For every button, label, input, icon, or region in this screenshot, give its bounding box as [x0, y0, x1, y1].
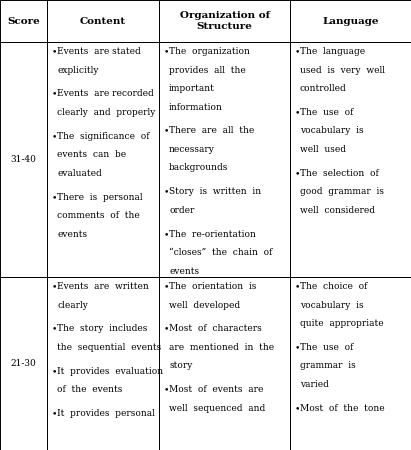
Text: well  sequenced  and: well sequenced and	[169, 404, 265, 413]
Text: •: •	[295, 282, 300, 291]
Text: •: •	[51, 324, 57, 333]
Text: The  use  of: The use of	[300, 108, 353, 117]
Text: quite  appropriate: quite appropriate	[300, 319, 383, 328]
Text: vocabulary  is: vocabulary is	[300, 126, 364, 135]
Text: explicitly: explicitly	[57, 66, 99, 75]
Bar	[290, 277, 411, 450]
Text: •: •	[295, 404, 300, 413]
Text: The  story  includes: The story includes	[57, 324, 148, 333]
Text: are  mentioned  in  the: are mentioned in the	[169, 343, 274, 352]
Text: Events  are recorded: Events are recorded	[57, 90, 154, 99]
Text: •: •	[164, 187, 169, 196]
Bar	[290, 42, 411, 277]
Text: •: •	[164, 230, 169, 239]
Text: •: •	[51, 410, 57, 418]
Text: The  organization: The organization	[169, 47, 250, 56]
Text: •: •	[164, 282, 169, 291]
Text: necessary: necessary	[169, 145, 215, 154]
Text: The  orientation  is: The orientation is	[169, 282, 256, 291]
Text: well  used: well used	[300, 145, 346, 154]
Text: Most  of  the  tone: Most of the tone	[300, 404, 385, 413]
Text: •: •	[51, 90, 57, 99]
Text: order: order	[169, 206, 194, 215]
Bar	[0, 277, 47, 450]
Text: •: •	[51, 132, 57, 141]
Text: •: •	[164, 47, 169, 56]
Text: Organization of
Structure: Organization of Structure	[180, 11, 270, 31]
Text: of  the  events: of the events	[57, 385, 122, 394]
Text: provides  all  the: provides all the	[169, 66, 246, 75]
Text: varied: varied	[300, 380, 329, 389]
Text: comments  of  the: comments of the	[57, 212, 140, 220]
Text: The  use  of: The use of	[300, 343, 353, 352]
Text: information: information	[169, 103, 223, 112]
Text: evaluated: evaluated	[57, 169, 102, 178]
Bar	[47, 42, 159, 277]
Text: •: •	[295, 169, 300, 178]
Bar	[0, 42, 47, 277]
Text: The  language: The language	[300, 47, 365, 56]
Text: Most  of  characters: Most of characters	[169, 324, 262, 333]
Text: •: •	[51, 367, 57, 376]
Text: •: •	[51, 47, 57, 56]
Bar	[290, 0, 411, 42]
Text: important: important	[169, 84, 215, 93]
Text: clearly: clearly	[57, 301, 88, 310]
Text: The  re-orientation: The re-orientation	[169, 230, 256, 239]
Text: •: •	[295, 108, 300, 117]
Text: backgrounds: backgrounds	[169, 163, 229, 172]
Text: •: •	[164, 324, 169, 333]
Text: It  provides  personal: It provides personal	[57, 410, 155, 418]
Text: well  considered: well considered	[300, 206, 375, 215]
Text: The  choice  of: The choice of	[300, 282, 367, 291]
Text: •: •	[164, 126, 169, 135]
Text: Story  is  written  in: Story is written in	[169, 187, 261, 196]
Text: story: story	[169, 361, 192, 370]
Bar	[159, 0, 290, 42]
Text: events: events	[169, 267, 199, 276]
Text: •: •	[51, 193, 57, 202]
Bar	[159, 277, 290, 450]
Text: •: •	[51, 282, 57, 291]
Text: events  can  be: events can be	[57, 150, 126, 159]
Bar	[47, 0, 159, 42]
Text: Most  of  events  are: Most of events are	[169, 385, 263, 394]
Text: clearly  and  properly: clearly and properly	[57, 108, 155, 117]
Text: good  grammar  is: good grammar is	[300, 187, 384, 196]
Text: •: •	[164, 385, 169, 394]
Bar	[0, 0, 47, 42]
Text: •: •	[295, 47, 300, 56]
Bar	[47, 277, 159, 450]
Text: 31-40: 31-40	[11, 155, 37, 164]
Text: the  sequential  events: the sequential events	[57, 343, 161, 352]
Text: 21-30: 21-30	[11, 359, 37, 368]
Text: Events  are stated: Events are stated	[57, 47, 141, 56]
Text: Score: Score	[7, 17, 40, 26]
Text: Events  are  written: Events are written	[57, 282, 149, 291]
Text: It  provides  evaluation: It provides evaluation	[57, 367, 163, 376]
Text: There  is  personal: There is personal	[57, 193, 143, 202]
Text: The  selection  of: The selection of	[300, 169, 379, 178]
Text: well  developed: well developed	[169, 301, 240, 310]
Text: There  are  all  the: There are all the	[169, 126, 254, 135]
Text: grammar  is: grammar is	[300, 361, 356, 370]
Text: Content: Content	[80, 17, 126, 26]
Text: The  significance  of: The significance of	[57, 132, 150, 141]
Text: vocabulary  is: vocabulary is	[300, 301, 364, 310]
Text: events: events	[57, 230, 87, 239]
Bar	[159, 42, 290, 277]
Text: “closes”  the  chain  of: “closes” the chain of	[169, 248, 272, 257]
Text: Language: Language	[322, 17, 379, 26]
Text: controlled: controlled	[300, 84, 347, 93]
Text: used  is  very  well: used is very well	[300, 66, 385, 75]
Text: •: •	[295, 343, 300, 352]
